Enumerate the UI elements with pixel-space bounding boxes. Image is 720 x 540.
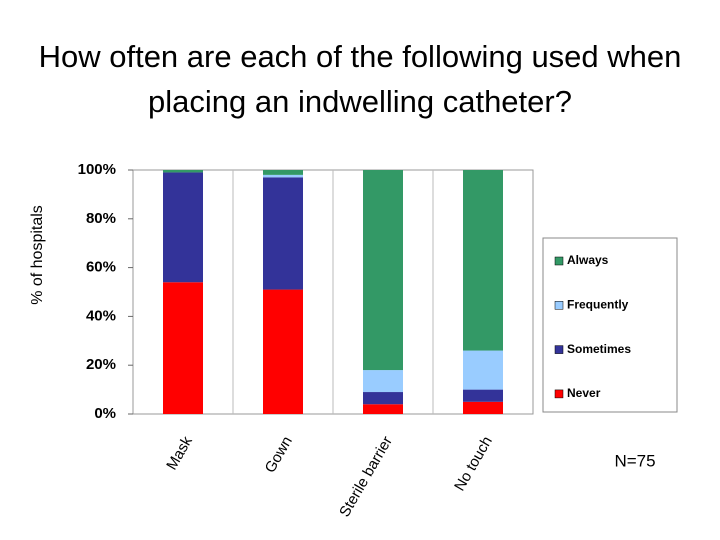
- legend-swatch: [554, 345, 564, 354]
- legend-label: Sometimes: [567, 342, 631, 356]
- legend-label: Frequently: [567, 297, 629, 311]
- bar-segment: [463, 350, 503, 390]
- x-tick-label: Mask: [163, 433, 196, 473]
- bar-segment: [463, 389, 503, 402]
- bar-segment: [263, 174, 303, 178]
- x-tick-label: Gown: [262, 433, 296, 475]
- legend-label: Always: [567, 253, 609, 267]
- bar-segment: [363, 404, 403, 414]
- chart-title: How often are each of the following used…: [38, 39, 682, 119]
- bar-segment: [263, 289, 303, 414]
- y-tick-label: 0%: [94, 405, 116, 422]
- y-tick-label: 20%: [86, 356, 116, 373]
- bar-segment: [263, 170, 303, 175]
- y-tick-label: 60%: [86, 259, 116, 276]
- bar-segment: [263, 177, 303, 290]
- bar-segment: [163, 170, 203, 173]
- legend-label: Never: [567, 386, 601, 400]
- bar-segment: [163, 172, 203, 283]
- bar-segment: [363, 170, 403, 371]
- legend-swatch: [554, 389, 564, 399]
- annotation: N=75: [614, 451, 655, 470]
- x-tick-label: Sterile barrier: [336, 433, 396, 519]
- y-tick-label: 40%: [86, 307, 116, 324]
- y-tick-label: 80%: [86, 210, 116, 227]
- bar-segment: [163, 282, 203, 414]
- legend-swatch: [554, 301, 564, 310]
- y-tick-label: 100%: [78, 161, 116, 178]
- y-axis-label: % of hospitals: [29, 205, 46, 305]
- legend-swatch: [554, 256, 564, 266]
- bar-segment: [363, 370, 403, 393]
- bar-segment: [463, 401, 503, 414]
- bar-segment: [363, 392, 403, 405]
- bar-segment: [463, 170, 503, 351]
- x-tick-label: No touch: [451, 433, 496, 494]
- legend-box: [542, 237, 678, 413]
